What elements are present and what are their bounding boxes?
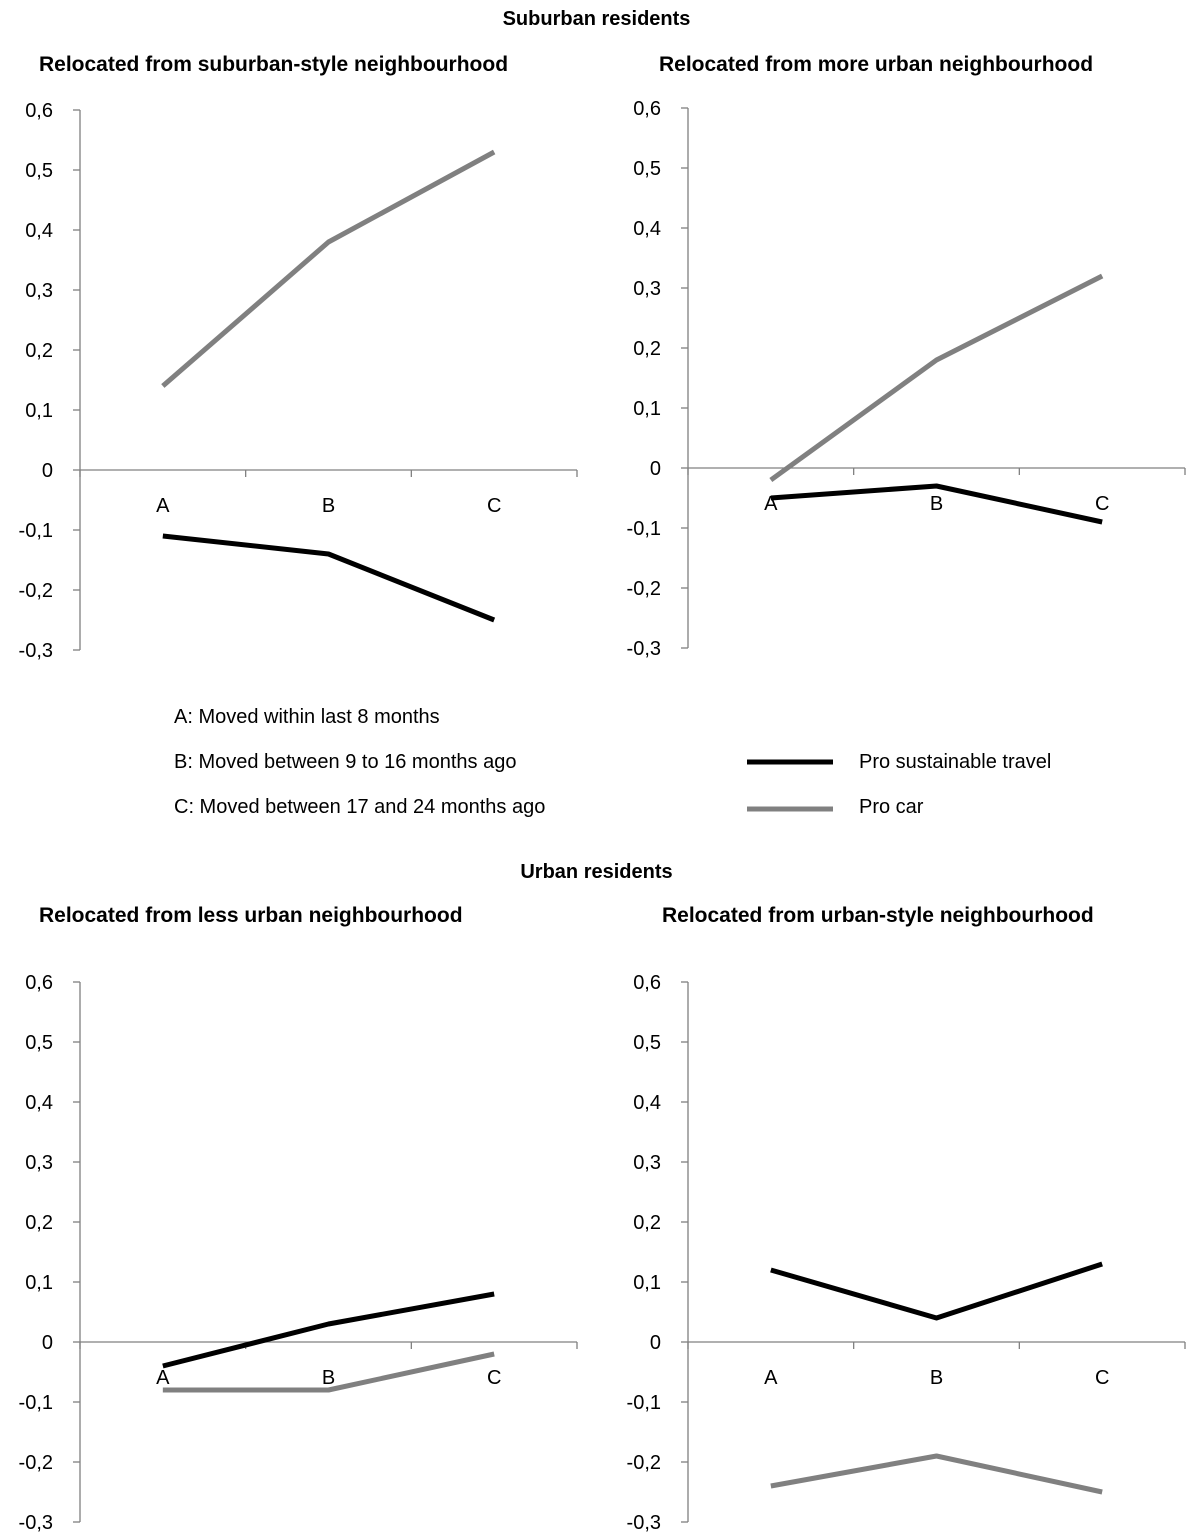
- x-tick-label-c: C: [1095, 493, 1109, 515]
- x-tick-label-a: A: [764, 1367, 778, 1389]
- series-line-pro-sustainable-travel: [770, 1261, 1103, 1321]
- legend-swatches: [747, 759, 833, 812]
- y-tick-label: 0,6: [633, 972, 661, 994]
- y-tick-label: 0,1: [25, 400, 53, 422]
- y-tick-label: 0: [42, 460, 53, 482]
- legend-definition-c: C: Moved between 17 and 24 months ago: [174, 796, 546, 818]
- legend-definition-a: A: Moved within last 8 months: [174, 706, 440, 728]
- legend-definition-b: B: Moved between 9 to 16 months ago: [174, 751, 517, 773]
- y-tick-label: 0,4: [633, 218, 661, 240]
- y-tick-label: 0,6: [25, 100, 53, 122]
- x-tick-label-c: C: [1095, 1367, 1109, 1389]
- y-tick-label: -0,3: [19, 640, 53, 662]
- y-tick-label: -0,1: [19, 520, 53, 542]
- legend-label-car: Pro car: [859, 796, 924, 818]
- y-tick-label: 0: [650, 1332, 661, 1354]
- y-tick-label: 0,3: [25, 280, 53, 302]
- y-tick-label: 0,1: [633, 398, 661, 420]
- y-tick-label: -0,3: [627, 1512, 661, 1534]
- y-tick-label: 0,1: [633, 1272, 661, 1294]
- series-line-pro-car: [161, 149, 496, 388]
- y-tick-label: 0,2: [633, 338, 661, 360]
- panel-title-2: Relocated from more urban neighbourhood: [659, 53, 1094, 76]
- y-tick-label: -0,3: [627, 638, 661, 660]
- y-tick-label: 0,2: [25, 1212, 53, 1234]
- chart-panel-3: -0,3 -0,2 -0,1 0 0,1 0,2 0,3 0,4 0,5 0,6 A B C: [19, 972, 578, 1534]
- legend-label-sustainable: Pro sustainable travel: [859, 751, 1052, 773]
- y-tick-label: 0,3: [633, 1152, 661, 1174]
- y-tick-label: -0,1: [19, 1392, 53, 1414]
- y-tick-label: 0,4: [633, 1092, 661, 1114]
- y-tick-label: 0,4: [25, 1092, 53, 1114]
- x-tick-label-b: B: [930, 493, 943, 515]
- y-tick-label: -0,3: [19, 1512, 53, 1534]
- y-tick-label: 0,2: [25, 340, 53, 362]
- y-tick-label: 0,4: [25, 220, 53, 242]
- y-tick-label: 0,3: [25, 1152, 53, 1174]
- series-line-pro-sustainable-travel: [770, 483, 1103, 525]
- y-tick-label: 0: [42, 1332, 53, 1354]
- chart-panel-4: -0,3 -0,2 -0,1 0 0,1 0,2 0,3 0,4 0,5 0,6 A B C: [627, 972, 1186, 1534]
- x-tick-label-b: B: [322, 1367, 335, 1389]
- series-line-pro-car: [769, 273, 1104, 483]
- series-line-pro-car: [162, 1351, 495, 1393]
- y-tick-label: 0,5: [25, 160, 53, 182]
- y-tick-label: 0,5: [25, 1032, 53, 1054]
- y-tick-label: 0,1: [25, 1272, 53, 1294]
- section-title-urban: Urban residents: [520, 861, 673, 883]
- x-tick-label-c: C: [487, 495, 501, 517]
- chart-panel-2: -0,3-0,2-0,100,10,20,30,40,50,6A B C: [627, 98, 1186, 660]
- panel-title-4: Relocated from urban-style neighbourhood: [662, 904, 1094, 927]
- x-tick-label-b: B: [322, 495, 335, 517]
- x-tick-label-a: A: [156, 495, 170, 517]
- y-tick-label: 0,6: [633, 98, 661, 120]
- y-tick-label: 0,3: [633, 278, 661, 300]
- chart-panel-1: -0,3 -0,2 -0,1 0 0,1 0,2 0,3 0,4 0,5 0,6 A B C: [19, 100, 578, 662]
- panel-title-3: Relocated from less urban neighbourhood: [39, 904, 463, 927]
- x-tick-label-a: A: [156, 1367, 170, 1389]
- y-tick-label: -0,1: [627, 1392, 661, 1414]
- y-tick-label: 0: [650, 458, 661, 480]
- series-line-pro-car: [770, 1453, 1103, 1495]
- x-tick-label-b: B: [930, 1367, 943, 1389]
- y-tick-label: -0,2: [19, 1452, 53, 1474]
- y-tick-label: 0,6: [25, 972, 53, 994]
- panel-title-1: Relocated from suburban-style neighbourh…: [39, 53, 509, 76]
- y-tick-label: 0,2: [633, 1212, 661, 1234]
- y-tick-label: -0,2: [627, 1452, 661, 1474]
- y-tick-label: -0,1: [627, 518, 661, 540]
- section-title-suburban: Suburban residents: [502, 8, 691, 30]
- y-tick-label: -0,2: [19, 580, 53, 602]
- y-tick-label: 0,5: [633, 158, 661, 180]
- y-tick-label: -0,2: [627, 578, 661, 600]
- x-tick-label-c: C: [487, 1367, 501, 1389]
- y-tick-label: 0,5: [633, 1032, 661, 1054]
- series-line-pro-sustainable-travel: [162, 1291, 495, 1369]
- series-line-pro-sustainable-travel: [162, 533, 496, 623]
